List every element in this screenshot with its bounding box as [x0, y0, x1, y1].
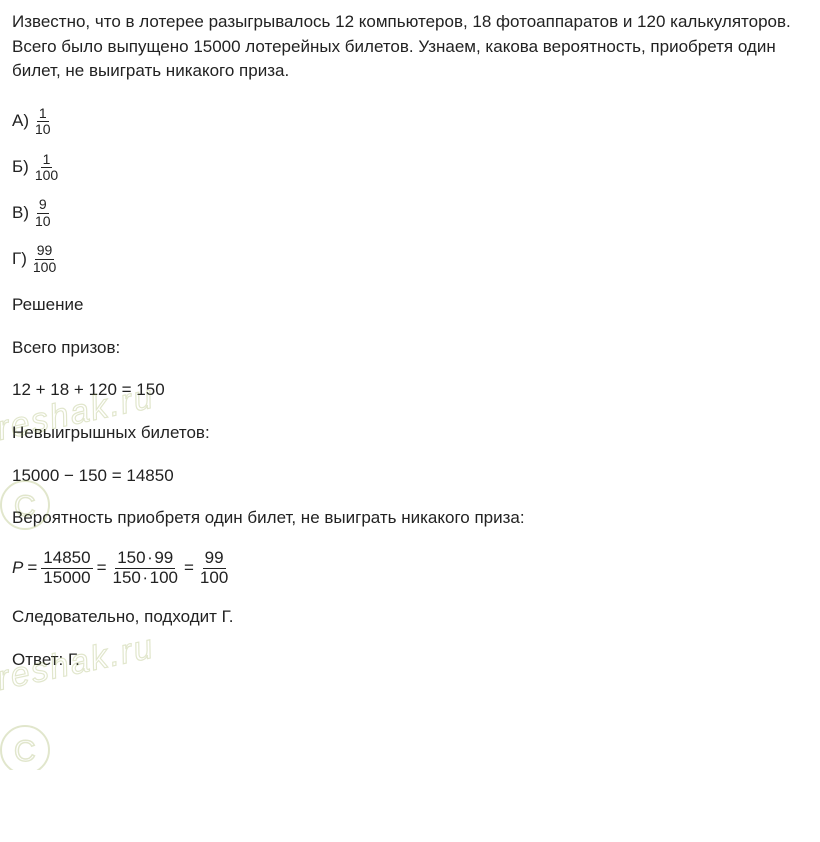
option-v-label: В) — [12, 201, 29, 226]
problem-text: Известно, что в лотерее разыгрывалось 12… — [12, 10, 808, 84]
probability-equation: P = 14850 15000 = 150∙99 150∙100 = 99 10… — [12, 549, 808, 587]
option-g-label: Г) — [12, 247, 27, 272]
option-b-label: Б) — [12, 155, 29, 180]
therefore-text: Следовательно, подходит Г. — [12, 605, 808, 630]
fraction-3: 99 100 — [198, 549, 230, 587]
option-v: В) 9 10 — [12, 197, 808, 229]
total-prizes-label: Всего призов: — [12, 336, 808, 361]
option-g: Г) 99 100 — [12, 243, 808, 275]
solution-heading: Решение — [12, 293, 808, 318]
option-b-fraction: 1 100 — [33, 152, 60, 184]
losing-tickets-equation: 15000 − 150 = 14850 — [12, 464, 808, 489]
fraction-1: 14850 15000 — [41, 549, 92, 587]
option-v-fraction: 9 10 — [33, 197, 53, 229]
option-a-fraction: 1 10 — [33, 106, 53, 138]
var-p: P — [12, 556, 23, 581]
watermark-circle-bottom — [1, 726, 49, 770]
option-a: А) 1 10 — [12, 106, 808, 138]
losing-tickets-label: Невыигрышных билетов: — [12, 421, 808, 446]
option-a-label: А) — [12, 109, 29, 134]
option-b: Б) 1 100 — [12, 152, 808, 184]
total-prizes-equation: 12 + 18 + 120 = 150 — [12, 378, 808, 403]
answer-text: Ответ: Г. — [12, 648, 808, 673]
probability-label: Вероятность приобретя один билет, не выи… — [12, 506, 808, 531]
option-g-fraction: 99 100 — [31, 243, 58, 275]
watermark-c-bottom: C — [14, 735, 36, 768]
fraction-2: 150∙99 150∙100 — [111, 549, 180, 587]
